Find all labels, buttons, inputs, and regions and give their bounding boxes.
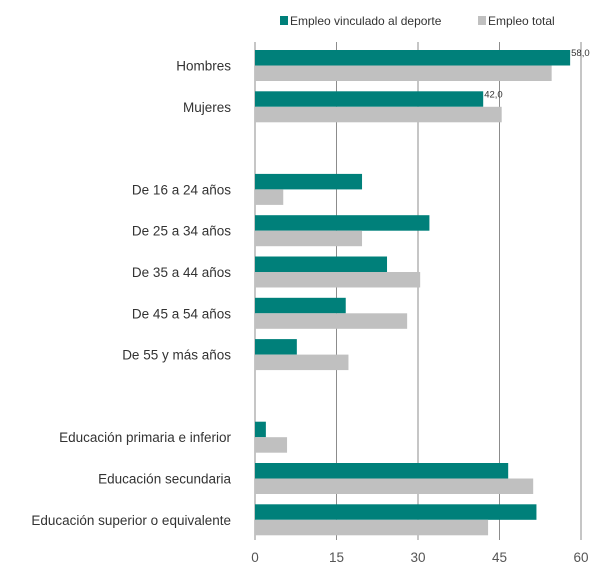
legend: Empleo vinculado al deporte Empleo total	[280, 14, 555, 28]
category-labels: Hombres Mujeres De 16 a 24 años De 25 a 34 …	[31, 59, 231, 528]
bar-total-1	[255, 106, 502, 123]
x-axis-ticks: 0 15 30 45 60	[251, 550, 588, 565]
data-label-0: 58,0	[571, 48, 590, 59]
bar-total-6	[255, 354, 349, 371]
bar-sport-0	[255, 50, 571, 66]
bar-sport-1	[255, 91, 484, 107]
bar-total-3	[255, 230, 363, 247]
category-label-7: Educación primaria e inferior	[59, 430, 231, 445]
category-label-3: De 25 a 34 años	[132, 224, 231, 239]
category-label-1: Mujeres	[183, 100, 231, 115]
category-label-6: De 55 y más años	[122, 348, 231, 363]
x-tick-label-0: 0	[251, 550, 259, 565]
legend-label-0: Empleo vinculado al deporte	[290, 14, 442, 28]
bar-sport-6	[255, 339, 297, 355]
category-label-5: De 45 a 54 años	[132, 306, 231, 321]
bar-sport-7	[255, 421, 266, 438]
bar-total-8	[255, 478, 534, 494]
data-label-1: 42,0	[484, 89, 503, 100]
bar-sport-9	[255, 504, 537, 520]
category-label-2: De 16 a 24 años	[132, 182, 231, 197]
bar-sport-3	[255, 215, 430, 231]
x-tick-label-60: 60	[573, 550, 588, 565]
x-tick-label-15: 15	[329, 550, 344, 565]
bar-total-5	[255, 313, 408, 329]
bar-total-4	[255, 272, 421, 288]
category-label-0: Hombres	[176, 59, 231, 74]
legend-swatch-1	[478, 16, 486, 25]
bar-sport-5	[255, 297, 346, 314]
x-tick-label-45: 45	[492, 550, 507, 565]
category-label-4: De 35 a 44 años	[132, 265, 231, 280]
bar-sport-2	[255, 173, 363, 190]
x-tick-label-30: 30	[410, 550, 425, 565]
legend-swatch-0	[280, 16, 288, 25]
legend-label-1: Empleo total	[488, 14, 555, 28]
data-labels: 58,0 42,0	[484, 48, 589, 100]
grid-lines	[254, 42, 582, 540]
category-label-9: Educación superior o equivalente	[31, 513, 231, 528]
bar-total-0	[255, 65, 552, 81]
bar-sport-4	[255, 256, 388, 272]
bar-total-7	[255, 437, 288, 453]
bars	[255, 50, 571, 536]
bar-total-2	[255, 189, 284, 205]
category-label-8: Educación secundaria	[98, 472, 231, 487]
bar-total-9	[255, 519, 489, 536]
bar-sport-8	[255, 463, 509, 479]
